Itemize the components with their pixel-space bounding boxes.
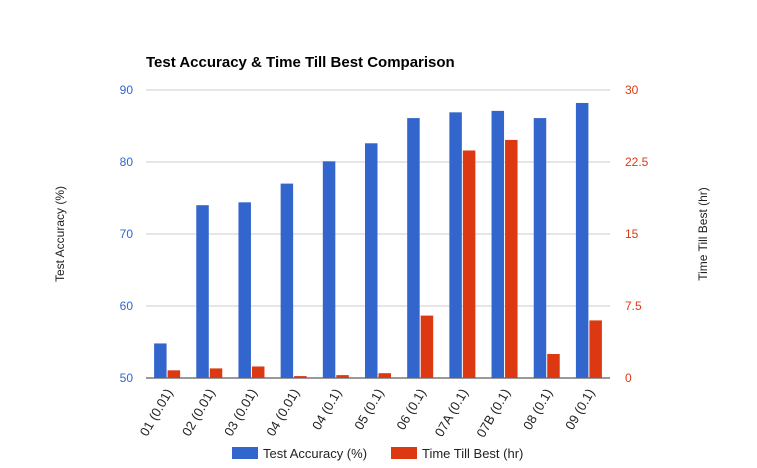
- y2-axis-ticks: 0 7.5 15 22.5 30: [625, 83, 649, 385]
- legend-label: Test Accuracy (%): [263, 446, 367, 461]
- x-tick-label: 03 (0.01): [221, 386, 260, 439]
- legend-label: Time Till Best (hr): [422, 446, 523, 461]
- x-tick-label: 08 (0.1): [520, 386, 555, 432]
- chart-title: Test Accuracy & Time Till Best Compariso…: [146, 54, 455, 71]
- x-tick-label: 09 (0.1): [562, 386, 597, 432]
- y-tick-label: 60: [120, 299, 134, 313]
- bar-time-till-best: [378, 373, 391, 378]
- bar-test-accuracy: [322, 161, 336, 378]
- x-tick-label: 06 (0.1): [393, 386, 428, 432]
- y-axis-title: Test Accuracy (%): [53, 186, 67, 282]
- legend-swatch: [232, 447, 258, 459]
- y-axis-ticks: 50 60 70 80 90: [120, 83, 134, 385]
- bar-test-accuracy: [449, 112, 462, 378]
- y2-tick-label: 15: [625, 227, 639, 241]
- bar-time-till-best: [209, 368, 223, 378]
- gridlines: [146, 89, 610, 379]
- legend-swatch: [391, 447, 417, 459]
- y2-axis-title: Time Till Best (hr): [696, 187, 710, 281]
- bars: [154, 102, 602, 379]
- y-tick-label: 80: [120, 155, 134, 169]
- y-tick-label: 90: [120, 83, 134, 97]
- bar-time-till-best: [547, 354, 560, 378]
- bar-time-till-best: [294, 376, 307, 378]
- y2-tick-label: 22.5: [625, 155, 649, 169]
- y2-tick-label: 7.5: [625, 299, 642, 313]
- bar-time-till-best: [505, 139, 518, 378]
- bar-time-till-best: [420, 315, 434, 378]
- y2-tick-label: 0: [625, 371, 632, 385]
- y2-tick-label: 30: [625, 83, 639, 97]
- bar-test-accuracy: [365, 143, 378, 378]
- x-tick-label: 04 (0.01): [263, 386, 302, 439]
- bar-test-accuracy: [407, 118, 420, 378]
- bar-time-till-best: [251, 366, 265, 378]
- bar-test-accuracy: [280, 183, 294, 378]
- bar-test-accuracy: [154, 343, 167, 378]
- x-axis-ticks: 01 (0.01) 02 (0.01) 03 (0.01) 04 (0.01) 04 (…: [137, 386, 598, 440]
- bar-test-accuracy: [533, 118, 547, 378]
- x-tick-label: 04 (0.1): [309, 386, 344, 432]
- bar-time-till-best: [589, 320, 602, 378]
- x-tick-label: 02 (0.01): [179, 386, 218, 439]
- bar-test-accuracy: [238, 202, 251, 378]
- bar-test-accuracy: [491, 110, 505, 378]
- x-tick-label: 07B (0.1): [473, 386, 513, 440]
- x-tick-label: 05 (0.1): [351, 386, 386, 432]
- x-tick-label: 07A (0.1): [432, 386, 471, 439]
- legend: Test Accuracy (%) Time Till Best (hr): [232, 446, 523, 461]
- bar-time-till-best: [462, 150, 476, 378]
- y-tick-label: 50: [120, 371, 134, 385]
- bar-test-accuracy: [196, 205, 209, 378]
- y-tick-label: 70: [120, 227, 134, 241]
- bar-time-till-best: [167, 370, 181, 378]
- x-tick-label: 01 (0.01): [137, 386, 176, 439]
- bar-time-till-best: [336, 375, 349, 378]
- bar-test-accuracy: [575, 102, 589, 379]
